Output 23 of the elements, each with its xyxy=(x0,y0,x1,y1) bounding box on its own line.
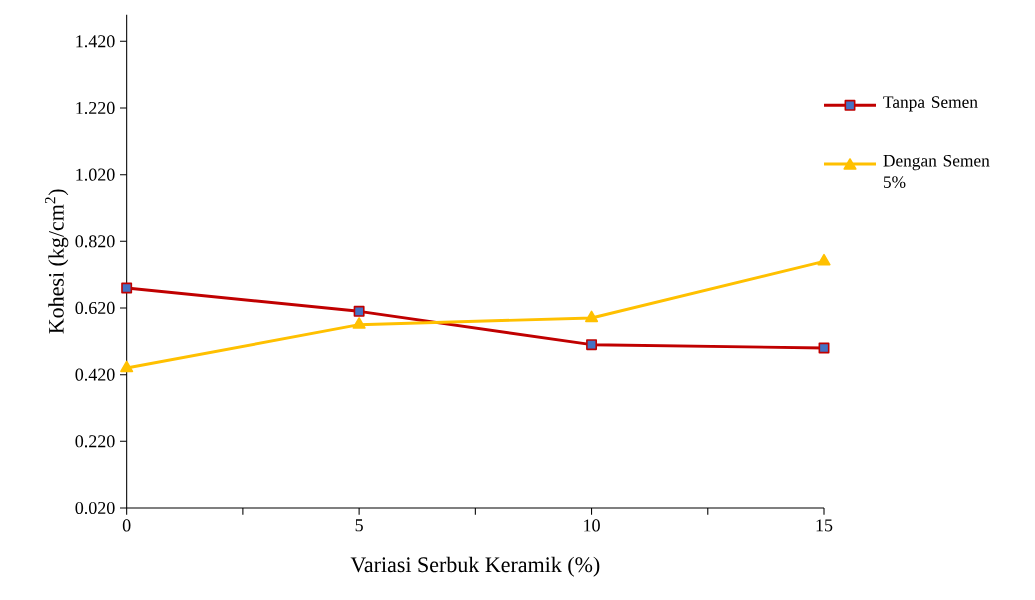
x-tick-label: 15 xyxy=(816,519,833,532)
point xyxy=(352,317,366,329)
y-tick-label: 0.220 xyxy=(75,435,115,448)
legend-label: Tanpa Semen xyxy=(883,96,978,112)
x-tick-label: 10 xyxy=(584,519,600,532)
y-tick-label: 1.020 xyxy=(76,168,115,181)
point xyxy=(586,339,598,351)
point xyxy=(817,253,831,266)
y-tick-label: 0.420 xyxy=(75,368,115,381)
x-tick-label: 0 xyxy=(122,519,131,532)
point xyxy=(121,282,133,294)
point xyxy=(584,310,599,323)
y-tick-label: 0.020 xyxy=(75,501,115,515)
point xyxy=(120,360,134,373)
y-tick-label: 1.220 xyxy=(76,101,115,115)
y-tick-label: 1.420 xyxy=(76,35,115,48)
x-tick-label: 5 xyxy=(355,519,363,532)
legend-label: Dengan Semen 5% xyxy=(883,154,990,188)
point xyxy=(353,305,365,317)
y-tick-label: 0.820 xyxy=(75,235,115,248)
x-axis-title: Variasi Serbuk Keramik (%) xyxy=(350,556,600,577)
y-tick-label: 0.620 xyxy=(75,301,115,315)
y-axis-title: Kohesi (kg/cm$^{2}$) xyxy=(45,189,69,334)
